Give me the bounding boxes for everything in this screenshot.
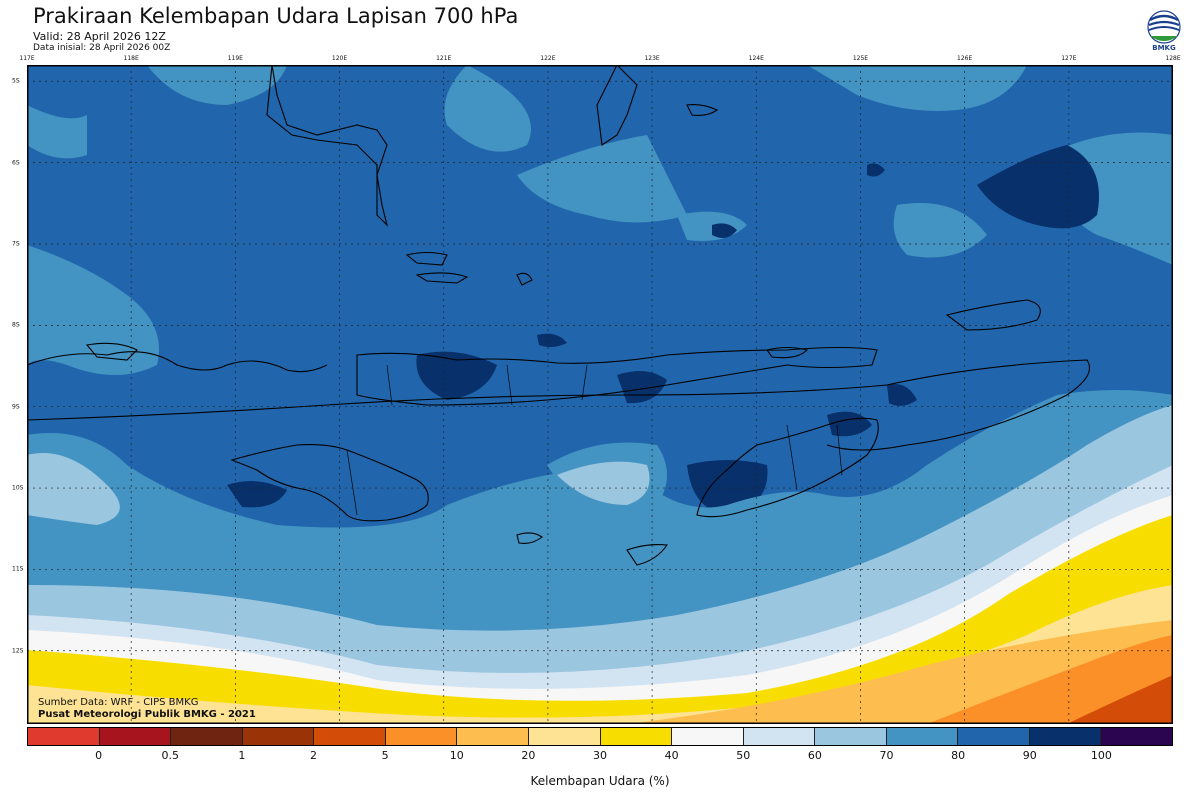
legend-tick: 40 bbox=[664, 749, 679, 762]
legend-swatch bbox=[99, 728, 172, 745]
legend-tick: 20 bbox=[521, 749, 536, 762]
legend-swatch bbox=[1029, 728, 1102, 745]
legend-swatch bbox=[958, 728, 1030, 745]
lon-label: 122E bbox=[540, 55, 556, 62]
legend-title: Kelembapan Udara (%) bbox=[530, 774, 670, 788]
coast-sumba bbox=[230, 444, 429, 522]
legend-swatch bbox=[385, 728, 458, 745]
humidity-map bbox=[27, 65, 1173, 724]
lon-label: 127E bbox=[1061, 55, 1077, 62]
legend-tick: 10 bbox=[449, 749, 464, 762]
legend-tick: 70 bbox=[879, 749, 894, 762]
map-frame bbox=[27, 65, 1173, 724]
legend-swatch bbox=[672, 728, 744, 745]
legend-tick: 1 bbox=[238, 749, 246, 762]
lon-label: 120E bbox=[331, 55, 348, 62]
organization: Pusat Meteorologi Publik BMKG - 2021 bbox=[38, 709, 256, 720]
coast-sulawesi bbox=[266, 65, 389, 227]
coastlines bbox=[27, 65, 1091, 566]
humidity-70-80-west bbox=[27, 245, 159, 375]
legend-tick: 0 bbox=[95, 749, 103, 762]
bmkg-logo-icon bbox=[1147, 10, 1181, 44]
map-title: Prakiraan Kelembapan Udara Lapisan 700 h… bbox=[33, 4, 519, 28]
color-legend bbox=[27, 727, 1173, 746]
legend-tick: 30 bbox=[593, 749, 607, 762]
coast-flores-sea-islands bbox=[405, 251, 448, 266]
coast-flores bbox=[356, 346, 878, 406]
humidity-70-80-patch-n3 bbox=[27, 105, 87, 159]
legend-swatch bbox=[815, 728, 887, 745]
lon-label: 128E bbox=[1165, 55, 1181, 62]
province-boundaries bbox=[346, 364, 843, 516]
valid-time: Valid: 28 April 2026 12Z bbox=[33, 30, 166, 43]
legend-swatch bbox=[1101, 728, 1172, 745]
humidity-70-80-patch-n1 bbox=[517, 135, 687, 223]
lon-label: 123E bbox=[644, 55, 660, 62]
trench-line bbox=[27, 359, 1091, 451]
humidity-30-40-band bbox=[27, 515, 1173, 724]
gridlines bbox=[27, 65, 1173, 724]
coast-sabu bbox=[516, 532, 543, 544]
humidity-90-100-patch-10 bbox=[537, 333, 567, 348]
lat-label: 8S bbox=[12, 321, 20, 329]
legend-tick: 90 bbox=[1022, 749, 1037, 762]
legend-swatch bbox=[600, 728, 673, 745]
coast-banda-islands bbox=[686, 104, 719, 116]
humidity-70-80-patch-n4 bbox=[147, 65, 287, 105]
humidity-60-70-center bbox=[557, 461, 650, 505]
legend-tick: 60 bbox=[807, 749, 822, 762]
lon-label: 121E bbox=[436, 55, 452, 62]
lat-label: 7S bbox=[12, 240, 20, 248]
coast-sumbawa-west bbox=[27, 351, 328, 373]
lon-label: 126E bbox=[957, 55, 973, 62]
legend-swatch bbox=[171, 728, 243, 745]
legend-swatch bbox=[743, 728, 816, 745]
humidity-90-100-patch-2 bbox=[712, 223, 737, 239]
legend-tick: 100 bbox=[1090, 749, 1112, 762]
humidity-90-100-patch-4 bbox=[416, 351, 497, 400]
lon-label: 124E bbox=[748, 55, 764, 62]
legend-tick: 0.5 bbox=[161, 749, 180, 762]
humidity-70-80-patch-n5 bbox=[444, 65, 531, 152]
legend-swatch bbox=[528, 728, 601, 745]
lon-label: 119E bbox=[227, 55, 243, 62]
coast-buton bbox=[596, 65, 638, 146]
lat-label: 10S bbox=[12, 484, 24, 492]
lat-label: 12S bbox=[12, 647, 24, 655]
legend-swatch bbox=[28, 728, 100, 745]
lon-label: 125E bbox=[852, 55, 869, 62]
legend-swatch bbox=[886, 728, 959, 745]
coast-nusa-west bbox=[85, 342, 138, 361]
lat-label: 5S bbox=[12, 77, 20, 85]
legend-tick: 80 bbox=[951, 749, 966, 762]
legend-swatch bbox=[314, 728, 386, 745]
legend-swatch bbox=[457, 728, 529, 745]
coast-kalao bbox=[516, 272, 533, 286]
data-source: Sumber Data: WRF - CIPS BMKG bbox=[38, 697, 199, 708]
legend-tick: 2 bbox=[310, 749, 317, 762]
coast-timor bbox=[696, 417, 879, 518]
humidity-60-70-west bbox=[27, 453, 120, 525]
lon-label: 118E bbox=[123, 55, 139, 62]
humidity-90-100-patch-1 bbox=[977, 145, 1099, 229]
coast-bonerate bbox=[415, 272, 469, 284]
humidity-90-100-patch-3 bbox=[867, 163, 885, 177]
lat-label: 9S bbox=[12, 403, 20, 411]
lat-label: 11S bbox=[12, 565, 24, 573]
coast-wetar bbox=[945, 299, 1041, 331]
initial-time: Data inisial: 28 April 2026 00Z bbox=[33, 43, 171, 53]
legend-tick: 50 bbox=[736, 749, 751, 762]
humidity-2-5-band bbox=[1067, 675, 1173, 724]
humidity-90-100-patch-8 bbox=[887, 384, 917, 406]
humidity-70-80-patch-n2 bbox=[807, 65, 1027, 111]
legend-tick: 5 bbox=[381, 749, 389, 762]
lat-label: 6S bbox=[12, 159, 20, 167]
legend-swatch bbox=[242, 728, 315, 745]
humidity-5-10-band bbox=[927, 635, 1173, 724]
lon-label: 117E bbox=[19, 55, 35, 62]
coast-alor bbox=[766, 346, 809, 359]
logo-label: BMKG bbox=[1152, 44, 1176, 52]
coast-rote bbox=[626, 544, 668, 566]
humidity-90-100-patch-9 bbox=[227, 481, 287, 508]
